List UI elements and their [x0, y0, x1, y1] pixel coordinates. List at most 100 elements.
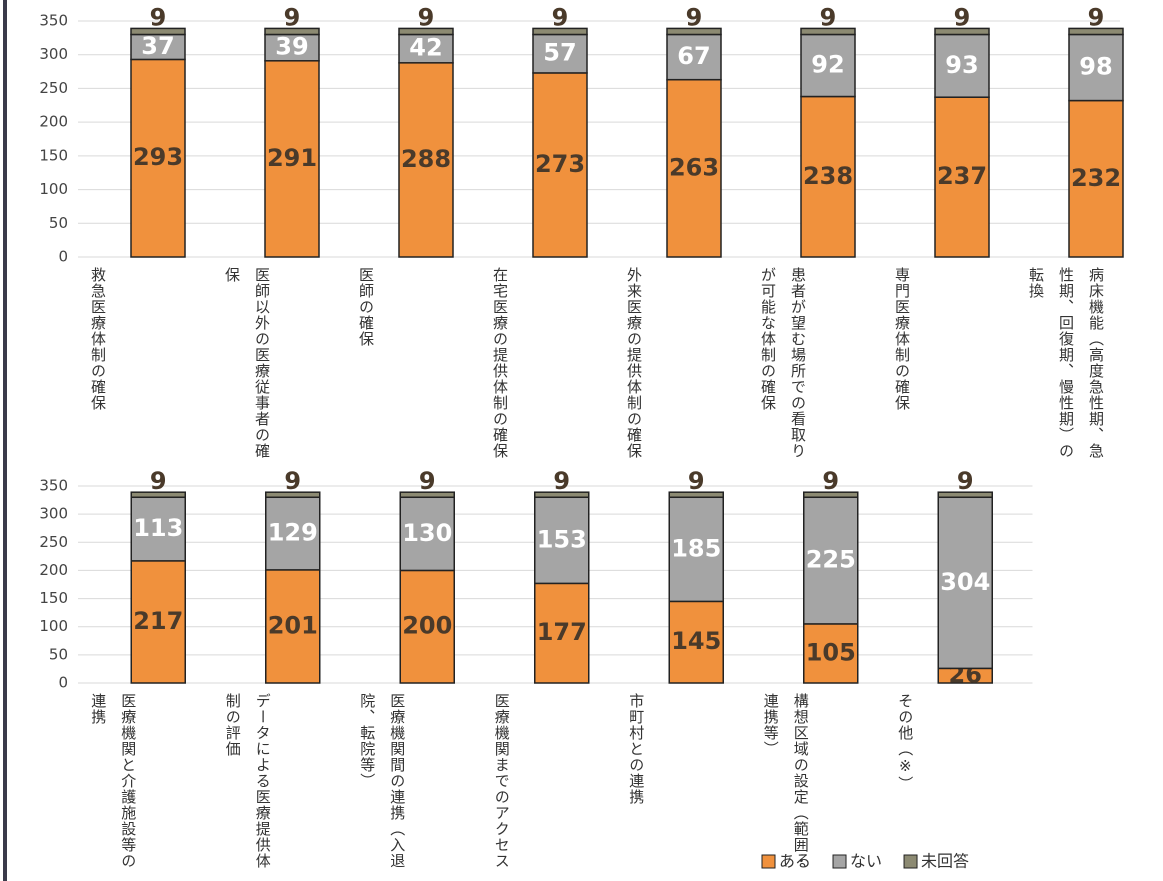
- x-tick-label: 医療機関までのアクセス: [492, 693, 511, 869]
- y-tick-label: 300: [39, 505, 68, 523]
- data-label: 153: [537, 525, 587, 553]
- bar-segment: [800, 27, 856, 36]
- data-label: 200: [402, 612, 452, 640]
- x-tick-label: 医療機関間の連携（入退院、転院等）: [358, 693, 407, 869]
- bar-segment: [666, 33, 722, 81]
- y-tick-label: 0: [58, 248, 68, 266]
- bar-segment: [265, 496, 321, 571]
- x-label-box: 医師の確保: [357, 267, 375, 347]
- data-label: 9: [688, 467, 705, 495]
- bar-segment: [534, 491, 590, 499]
- data-label: 273: [535, 150, 585, 178]
- legend-swatch: [761, 854, 776, 869]
- data-label: 42: [409, 34, 442, 62]
- bar-segment: [264, 33, 320, 62]
- y-tick-label: 100: [39, 180, 68, 198]
- legend-label: ある: [779, 852, 811, 871]
- data-label: 9: [418, 3, 435, 31]
- y-tick-label: 150: [39, 146, 68, 164]
- x-tick-label: 医師以外の医療従事者の確保: [223, 267, 271, 459]
- y-tick-label: 50: [49, 645, 68, 663]
- x-tick-label: 市町村との連携: [627, 693, 646, 805]
- data-label: 225: [806, 546, 856, 574]
- x-tick-label: 専門医療体制の確保: [893, 267, 911, 411]
- legend-swatch: [832, 854, 847, 869]
- bar-segment: [532, 27, 588, 36]
- data-label: 9: [150, 467, 167, 495]
- data-label: 288: [401, 145, 451, 173]
- data-label: 9: [954, 3, 971, 31]
- bar-segment: [130, 33, 186, 61]
- x-tick-label: 医療機関と介護施設等の連携: [89, 693, 138, 869]
- bar-segment: [264, 60, 320, 258]
- data-label: 293: [133, 143, 183, 171]
- data-label: 9: [822, 467, 839, 495]
- x-tick-label: 在宅医療の提供体制の確保: [491, 267, 509, 459]
- data-label: 9: [820, 3, 837, 31]
- x-tick-label: 患者が望む場所での看取りが可能な体制の確保: [759, 267, 807, 459]
- data-label: 238: [803, 162, 853, 190]
- data-label: 39: [275, 33, 308, 61]
- x-label-box: 患者が望む場所での看取りが可能な体制の確保: [759, 267, 807, 459]
- data-label: 9: [552, 3, 569, 31]
- data-label: 201: [268, 611, 318, 639]
- bar-segment: [265, 491, 321, 499]
- x-label-box: 専門医療体制の確保: [893, 267, 911, 411]
- x-label-box: 医師以外の医療従事者の確保: [223, 267, 271, 459]
- y-tick-label: 0: [58, 674, 68, 692]
- y-tick-label: 250: [39, 79, 68, 97]
- data-label: 145: [671, 627, 721, 655]
- x-tick-label: 構想区域の設定（範囲・連携等）: [761, 693, 810, 869]
- y-tick-label: 200: [39, 113, 68, 131]
- x-label-box: その他（※）: [896, 693, 914, 792]
- bar-segment: [800, 95, 856, 258]
- data-label: 9: [419, 467, 436, 495]
- legend-swatch: [903, 854, 918, 869]
- data-label: 98: [1079, 53, 1112, 81]
- y-tick-label: 150: [39, 589, 68, 607]
- bar-segment: [666, 78, 722, 258]
- bar-segment: [1068, 99, 1124, 258]
- data-label: 129: [268, 519, 318, 547]
- data-label: 57: [543, 39, 576, 67]
- bar-segment: [534, 496, 590, 585]
- bar-segment: [800, 33, 856, 98]
- data-label: 9: [686, 3, 703, 31]
- x-tick-label: 病床機能（高度急性期、急性期、回復期、慢性期）の転換: [1027, 267, 1105, 459]
- y-tick-label: 200: [39, 561, 68, 579]
- data-label: 9: [284, 467, 301, 495]
- bar-segment: [937, 491, 993, 499]
- data-label: 217: [133, 607, 183, 635]
- x-label-box: データによる医療提供体制の評価: [223, 693, 272, 869]
- data-label: 263: [669, 153, 719, 181]
- data-label: 9: [1088, 3, 1105, 31]
- data-label: 9: [957, 467, 974, 495]
- bar-segment: [934, 96, 990, 258]
- bar-segment: [803, 491, 859, 499]
- bar-segment: [398, 27, 454, 36]
- bar-segment: [399, 496, 455, 572]
- data-label: 67: [677, 42, 710, 70]
- bar-segment: [1068, 27, 1124, 36]
- x-tick-label: データによる医療提供体制の評価: [223, 693, 272, 869]
- bar-segment: [668, 496, 724, 603]
- data-label: 9: [150, 3, 167, 31]
- x-label-box: 市町村との連携: [627, 693, 646, 805]
- data-label: 177: [537, 618, 587, 646]
- bar-segment: [668, 600, 724, 684]
- bar-segment: [934, 27, 990, 36]
- y-tick-label: 350: [39, 477, 68, 495]
- bar-segment: [532, 72, 588, 258]
- x-label-box: 構想区域の設定（範囲・連携等）: [761, 693, 810, 869]
- y-tick-label: 350: [39, 12, 68, 30]
- bar-segment: [130, 496, 186, 562]
- data-label: 291: [267, 144, 317, 172]
- data-label: 105: [806, 638, 856, 666]
- x-label-box: 医療機関間の連携（入退院、転院等）: [358, 693, 407, 869]
- bar-segment: [803, 623, 859, 684]
- x-tick-label: 救急医療体制の確保: [89, 267, 107, 411]
- bar-segment: [130, 58, 186, 258]
- data-label: 37: [141, 32, 174, 60]
